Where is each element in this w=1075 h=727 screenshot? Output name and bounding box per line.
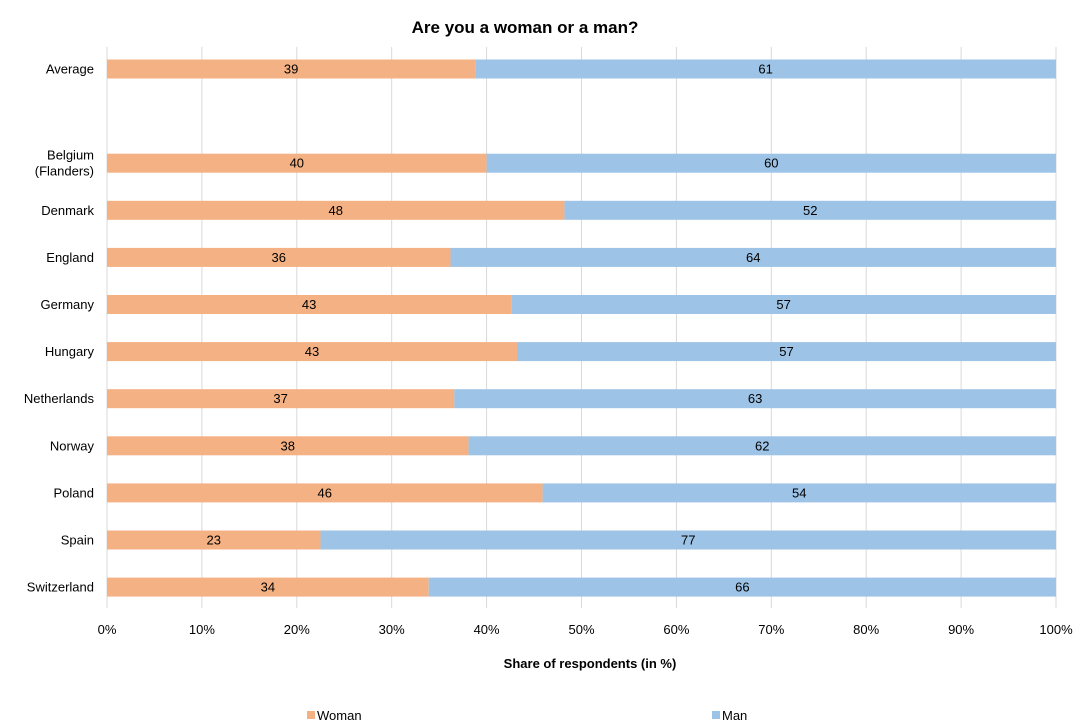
- bar-segment: [107, 59, 476, 79]
- bar-segment: [107, 295, 512, 314]
- bar-segment: [516, 342, 1056, 362]
- category-label: Switzerland: [27, 580, 94, 595]
- x-tick-labels: 0% 10% 20% 30% 40% 50% 60% 70% 80% 90% 100%: [98, 622, 1073, 637]
- data-label: 57: [776, 297, 790, 312]
- bar-segment: [542, 483, 1056, 503]
- data-label: 34: [261, 580, 275, 595]
- data-label: 64: [746, 250, 760, 265]
- bar-segment: [107, 200, 565, 220]
- data-label: 62: [755, 438, 769, 453]
- category-label: Germany: [41, 297, 95, 312]
- x-axis-title: Share of respondents (in %): [504, 656, 677, 671]
- data-label: 43: [302, 297, 316, 312]
- data-label: 63: [748, 391, 762, 406]
- data-label: 52: [803, 203, 817, 218]
- x-tick-label: 60%: [663, 622, 689, 637]
- x-tick-label: 20%: [284, 622, 310, 637]
- legend-swatch: [307, 711, 315, 719]
- x-tick-label: 90%: [948, 622, 974, 637]
- bar-segment: [107, 483, 543, 503]
- bar-segment: [428, 577, 1056, 597]
- data-label: 40: [290, 156, 304, 171]
- bar-segment: [454, 389, 1057, 409]
- data-label: 57: [779, 344, 793, 359]
- legend-swatch: [712, 711, 720, 719]
- x-tick-label: 50%: [568, 622, 594, 637]
- x-tick-label: 40%: [474, 622, 500, 637]
- bar-segment: [486, 153, 1057, 173]
- x-tick-label: 10%: [189, 622, 215, 637]
- bar-segment: [320, 530, 1056, 550]
- x-tick-label: 70%: [758, 622, 784, 637]
- category-label: Netherlands: [24, 391, 95, 406]
- data-label: 77: [681, 533, 695, 548]
- data-label: 37: [273, 391, 287, 406]
- data-label: 23: [207, 533, 221, 548]
- bar-segment: [107, 153, 487, 173]
- data-label: 36: [272, 250, 286, 265]
- data-labels: 39 61 40 60 48 52 36 64 43 57 43 57 37 63 38 62 46 54 23 77…: [207, 62, 818, 595]
- legend: Woman Man: [307, 708, 747, 723]
- category-label: Norway: [50, 438, 95, 453]
- bar-segment: [107, 247, 451, 267]
- data-label: 43: [305, 344, 319, 359]
- category-label: Belgium (Flanders): [35, 148, 94, 179]
- category-label: Spain: [61, 533, 94, 548]
- bar-segment: [107, 436, 469, 456]
- legend-label: Man: [722, 708, 747, 722]
- x-tick-label: 100%: [1039, 622, 1073, 637]
- chart-title: Are you a woman or a man?: [412, 18, 639, 37]
- bar-segment: [107, 577, 429, 597]
- bar-segment: [107, 530, 321, 550]
- data-label: 60: [764, 156, 778, 171]
- data-label: 48: [328, 203, 342, 218]
- bar-segment: [564, 200, 1056, 220]
- x-tick-label: 30%: [379, 622, 405, 637]
- x-tick-label: 0%: [98, 622, 117, 637]
- bar-segment: [450, 247, 1057, 267]
- bar-segment: [107, 342, 517, 362]
- x-tick-label: 80%: [853, 622, 879, 637]
- data-label: 61: [758, 62, 772, 77]
- category-label: Poland: [54, 485, 94, 500]
- category-label: Average: [46, 62, 94, 77]
- category-labels: Average Belgium (Flanders) Denmark England Ge…: [24, 62, 95, 595]
- data-label: 38: [281, 438, 295, 453]
- data-label: 66: [735, 580, 749, 595]
- category-label: England: [46, 250, 94, 265]
- data-label: 54: [792, 485, 806, 500]
- data-label: 39: [284, 62, 298, 77]
- bars: [107, 59, 1057, 597]
- legend-label: Woman: [317, 708, 362, 722]
- bar-segment: [511, 295, 1056, 314]
- bar-segment: [475, 59, 1056, 79]
- bar-segment: [107, 389, 455, 409]
- category-label: Hungary: [45, 344, 95, 359]
- data-label: 46: [318, 485, 332, 500]
- gridlines: [106, 47, 1057, 608]
- category-label: Denmark: [41, 203, 94, 218]
- bar-segment: [468, 436, 1057, 456]
